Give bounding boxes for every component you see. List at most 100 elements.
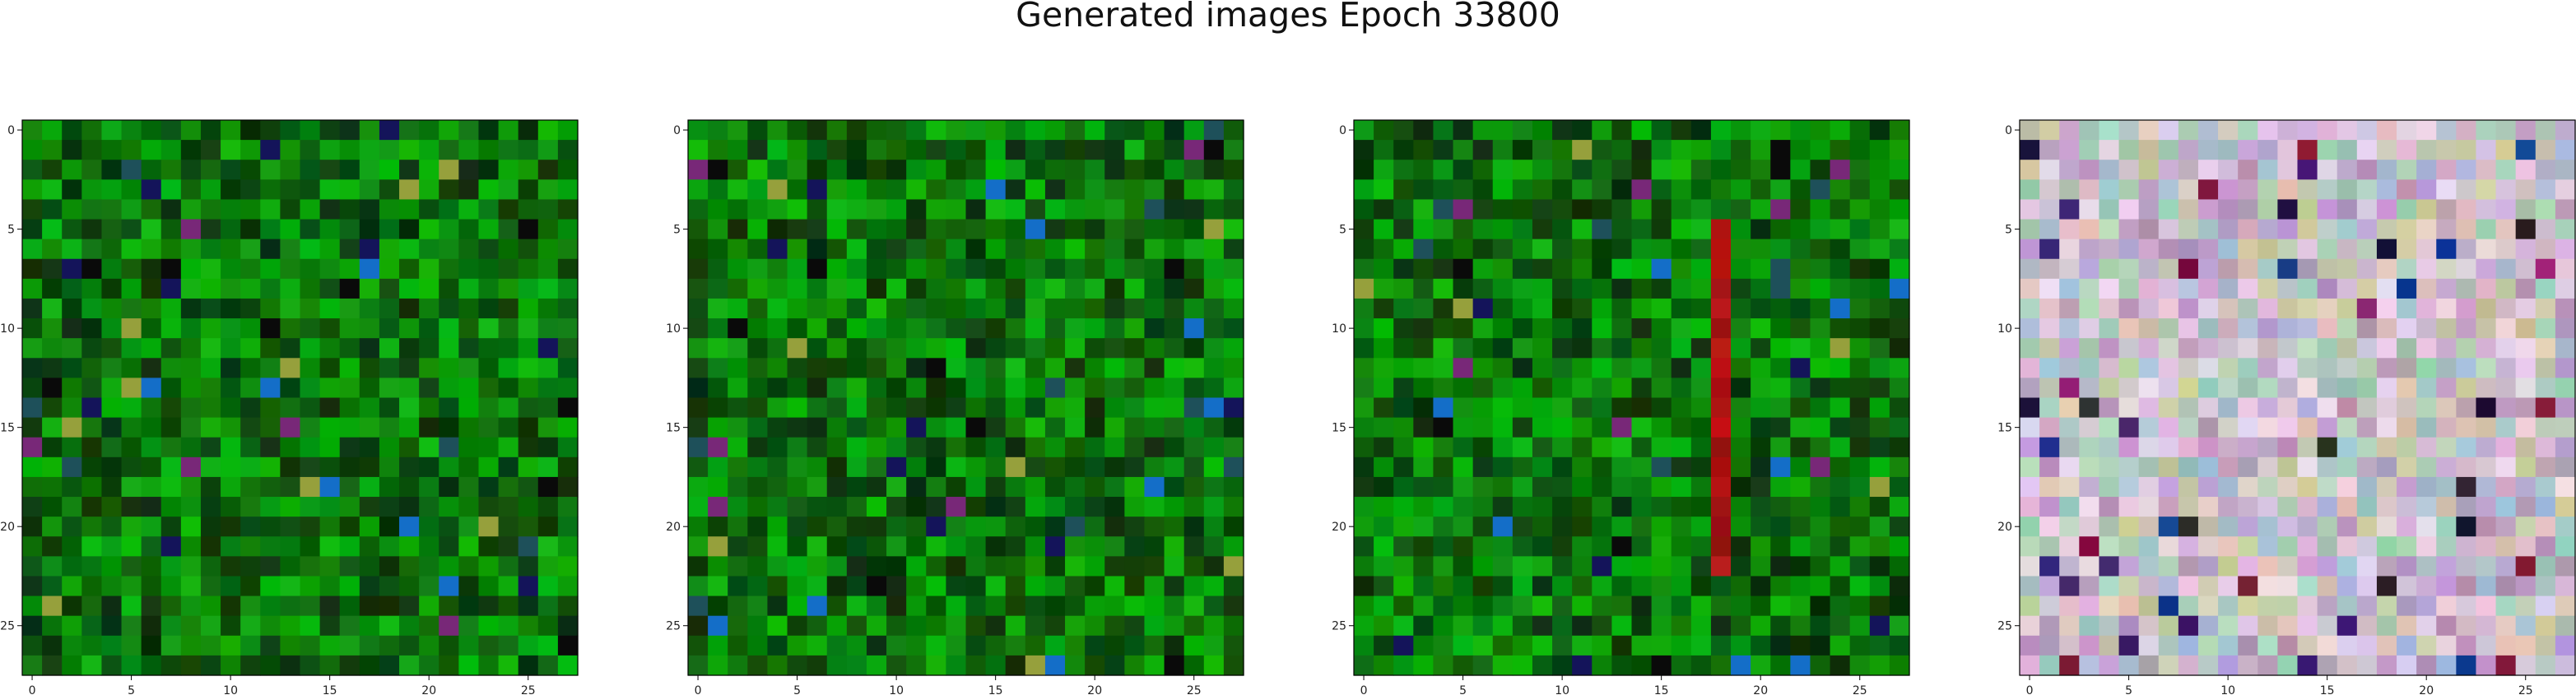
pixel-cell (1830, 556, 1851, 577)
pixel-cell (221, 397, 241, 419)
pixel-cell (200, 655, 221, 676)
pixel-cell (1085, 417, 1105, 438)
pixel-cell (121, 456, 142, 478)
pixel-cell (419, 179, 439, 201)
pixel-cell (2020, 437, 2040, 458)
pixel-cell (1651, 219, 1672, 240)
pixel-cell (2416, 437, 2437, 458)
pixel-cell (2436, 437, 2457, 458)
pixel-cell (1393, 417, 1414, 438)
pixel-cell (1552, 417, 1573, 438)
pixel-cell (2317, 160, 2338, 180)
pixel-cell (1751, 140, 1771, 160)
pixel-cell (2178, 456, 2199, 478)
pixel-cell (1065, 576, 1086, 597)
pixel-cell (1631, 655, 1653, 676)
pixel-cell (2495, 179, 2517, 201)
pixel-cell (728, 635, 748, 656)
pixel-cell (2476, 397, 2497, 419)
pixel-cell (439, 358, 459, 378)
pixel-cell (2277, 456, 2299, 478)
pixel-cell (946, 120, 967, 141)
pixel-cell (1512, 437, 1533, 458)
pixel-cell (2436, 378, 2457, 399)
pixel-cell (1413, 338, 1434, 359)
pixel-cell (2020, 635, 2040, 656)
pixel-cell (2178, 358, 2199, 378)
pixel-cell (2535, 298, 2556, 319)
pixel-cell (2317, 437, 2338, 458)
pixel-cell (537, 536, 559, 557)
pixel-cell (1690, 160, 1712, 180)
pixel-cell (1164, 397, 1185, 419)
pixel-cell (2020, 556, 2040, 577)
pixel-cell (1044, 397, 1066, 419)
pixel-cell (2197, 576, 2219, 597)
pixel-cell (926, 140, 946, 160)
pixel-cell (2138, 615, 2160, 637)
pixel-cell (200, 397, 221, 419)
pixel-cell (946, 239, 967, 260)
pixel-cell (807, 358, 828, 378)
pixel-cell (1124, 199, 1146, 220)
pixel-cell (1044, 655, 1066, 676)
pixel-cell (688, 556, 709, 577)
pixel-cell (1572, 278, 1593, 299)
pixel-cell (1690, 417, 1712, 438)
pixel-cell (946, 160, 967, 180)
pixel-cell (339, 239, 360, 260)
pixel-cell (1751, 160, 1771, 180)
pixel-cell (1532, 338, 1553, 359)
pixel-cell (141, 120, 162, 141)
pixel-cell (2356, 219, 2378, 240)
pixel-cell (1651, 417, 1672, 438)
pixel-cell (62, 278, 82, 299)
pixel-cell (1592, 497, 1612, 517)
pixel-cell (2356, 338, 2378, 359)
pixel-cell (1830, 338, 1851, 359)
pixel-cell (1790, 358, 1811, 378)
pixel-cell (1770, 476, 1791, 498)
pixel-cell (1085, 615, 1105, 637)
pixel-cell (2257, 239, 2278, 260)
pixel-cell (1751, 517, 1771, 537)
pixel-cell (2515, 655, 2536, 676)
pixel-cell (2099, 476, 2120, 498)
pixel-cell (1065, 120, 1086, 141)
pixel-cell (1770, 556, 1791, 577)
pixel-cell (2515, 258, 2536, 280)
pixel-cell (2397, 140, 2417, 160)
pixel-cell (1690, 219, 1712, 240)
pixel-cell (1044, 456, 1066, 478)
pixel-cell (2079, 258, 2100, 280)
pixel-cell (1492, 258, 1514, 280)
pixel-cell (280, 456, 301, 478)
pixel-cell (1810, 497, 1831, 517)
pixel-cell (121, 258, 142, 280)
pixel-cell (1374, 536, 1394, 557)
pixel-cell (1731, 456, 1751, 478)
pixel-cell (359, 140, 380, 160)
pixel-cell (1183, 556, 1205, 577)
pixel-cell (1651, 476, 1672, 498)
pixel-cell (1869, 536, 1890, 557)
pixel-cell (42, 140, 63, 160)
pixel-cell (2020, 298, 2040, 319)
pixel-cell (240, 536, 261, 557)
pixel-cell (1354, 595, 1374, 617)
pixel-cell (1592, 536, 1612, 557)
pixel-cell (2238, 497, 2258, 517)
pixel-cell (537, 397, 559, 419)
pixel-cell (965, 556, 987, 577)
pixel-cell (2039, 417, 2060, 438)
pixel-cell (1790, 199, 1811, 220)
pixel-cell (1203, 476, 1225, 498)
pixel-cell (458, 655, 480, 676)
pixel-cell (2456, 556, 2477, 577)
pixel-cell (1512, 298, 1533, 319)
pixel-cell (439, 258, 459, 280)
pixel-cell (2039, 120, 2060, 141)
pixel-cell (478, 338, 500, 359)
pixel-cell (985, 378, 1007, 399)
pixel-cell (1631, 536, 1653, 557)
